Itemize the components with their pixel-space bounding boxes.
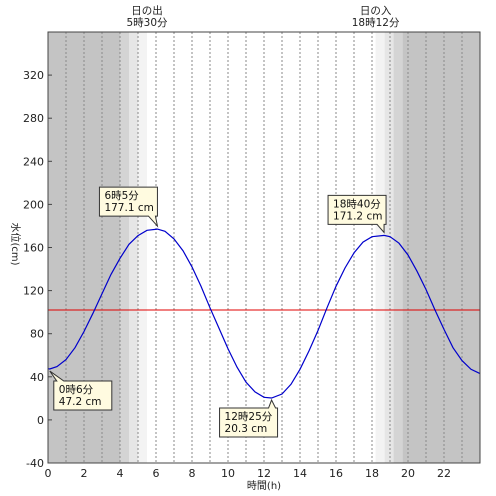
band-8 [402,32,480,463]
y-tick-200: 200 [23,198,44,211]
daylight-bands [48,32,480,463]
x-tick-4: 4 [117,467,124,480]
callout-level-0: 47.2 cm [59,396,102,408]
x-tick-22: 22 [437,467,451,480]
x-tick-6: 6 [153,467,160,480]
band-7 [393,32,403,463]
tide-series-line-0 [47,228,481,399]
x-tick-14: 14 [293,467,307,480]
callout-time-3: 18時40分 [333,198,381,210]
sunset-label: 日の入 [360,5,392,17]
y-tick-240: 240 [23,155,44,168]
x-tick-12: 12 [257,467,271,480]
band-1 [120,32,129,463]
y-tick-160: 160 [23,242,44,255]
callout-box-1 [98,186,159,228]
x-axis-title: 時間(h) [247,480,281,492]
x-tick-2: 2 [81,467,88,480]
x-tick-18: 18 [365,467,379,480]
y-tick-320: 320 [23,69,44,82]
callout-level-1: 177.1 cm [104,202,153,214]
y-tick-40: 40 [30,371,44,384]
callout-time-1: 6時5分 [104,190,139,202]
series-group [47,228,481,399]
x-tick-8: 8 [189,467,196,480]
sun-labels: 日の出 5時30分 日の入 18時12分 [126,4,399,29]
y-tick-labels: -40 0 40 80 120 160 200 240 280 320 [23,69,52,470]
x-tick-20: 20 [401,467,415,480]
band-3 [138,32,147,463]
sunset-time: 18時12分 [352,17,400,29]
band-2 [129,32,138,463]
callout-time-0: 0時6分 [59,384,94,396]
x-tick-0: 0 [45,467,52,480]
y-tick--40: -40 [26,457,44,470]
y-tick-80: 80 [30,328,44,341]
callout-box-0 [49,370,113,411]
callout-level-2: 20.3 cm [225,423,268,435]
callout-level-3: 171.2 cm [333,210,382,222]
sunrise-time: 5時30分 [126,17,168,29]
callout-box-2 [219,398,279,438]
y-tick-280: 280 [23,112,44,125]
y-axis-title: 水位(cm) [9,222,22,265]
x-tick-10: 10 [221,467,235,480]
x-tick-16: 16 [329,467,343,480]
sunrise-label: 日の出 [131,4,163,17]
callout-time-2: 12時25分 [225,411,273,423]
band-6 [384,32,394,463]
y-tick-120: 120 [23,285,44,298]
band-5 [375,32,385,463]
band-4 [147,32,376,463]
y-tick-0: 0 [37,414,44,427]
x-tick-labels: 0 2 4 6 8 10 12 14 16 18 20 22 [45,467,452,480]
callout-box-3 [327,194,387,234]
